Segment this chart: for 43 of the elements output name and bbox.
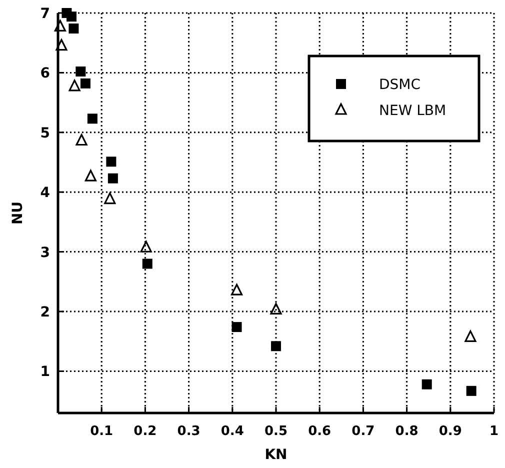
y-tick-label: 7 (40, 6, 50, 22)
x-tick-label: 0.9 (438, 424, 462, 439)
point (68, 24, 79, 34)
point (104, 192, 116, 204)
point (270, 302, 282, 315)
y-tick-label: 4 (40, 185, 50, 202)
point (68, 80, 80, 92)
point (84, 170, 96, 182)
point (232, 322, 242, 332)
y-tick-label: 2 (40, 304, 50, 321)
x-tick-label: 0.7 (352, 424, 375, 439)
point (466, 386, 476, 396)
x-axis-title: KN (264, 447, 288, 463)
y-axis-title: NU (10, 201, 26, 225)
point (56, 39, 68, 51)
x-tick-label: 0.5 (264, 424, 288, 439)
x-tick-label: 0.4 (220, 424, 244, 439)
point (54, 20, 66, 32)
point (142, 258, 152, 269)
x-tick-label: 1 (489, 424, 499, 439)
point (464, 330, 476, 342)
point (106, 156, 116, 167)
x-tick-label: 0.6 (308, 424, 332, 439)
y-tick-label: 3 (40, 244, 50, 261)
x-tick-label: 0.8 (395, 424, 418, 439)
point (271, 341, 281, 352)
x-tick-label: 0.3 (177, 424, 200, 439)
y-tick-label: 1 (40, 364, 50, 380)
x-tick-label: 0.2 (134, 424, 157, 439)
point (108, 173, 118, 184)
point (66, 12, 77, 22)
y-tick-label: 6 (40, 66, 50, 82)
point (422, 379, 432, 390)
point (230, 284, 243, 296)
y-tick-label: 5 (40, 125, 50, 142)
legend-label: DSMC (379, 77, 421, 93)
point (87, 114, 98, 124)
point (140, 240, 152, 252)
point (76, 134, 88, 146)
point (80, 78, 90, 88)
x-tick-label: 0.1 (90, 424, 114, 439)
legend-label: NEW LBM (379, 103, 446, 119)
point (76, 66, 86, 77)
